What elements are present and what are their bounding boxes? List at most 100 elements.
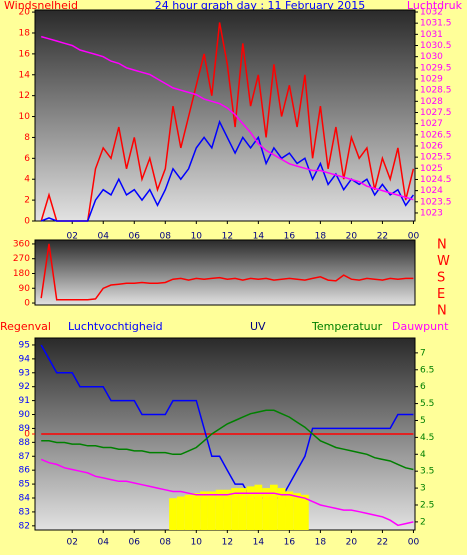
series-line (40, 458, 414, 527)
x-tick-label: 10 (191, 538, 203, 548)
series-line (40, 22, 415, 222)
x-tick-label: 14 (253, 538, 265, 548)
y2-tick-label: 1032 (420, 8, 443, 18)
y-tick-label: 88 (19, 438, 31, 448)
y-tick-label: 2 (24, 196, 30, 206)
y-tick-label: 82 (19, 521, 30, 531)
legend-label: Regenval (0, 320, 51, 333)
y2-tick-label: 1030 (420, 52, 443, 62)
chart-title: 24 hour graph day : 11 February 2015 (155, 0, 366, 12)
x-tick-label: 00 (408, 538, 420, 548)
uv-bar (269, 484, 278, 530)
series-line (40, 35, 414, 201)
uv-bar (254, 484, 263, 530)
x-tick-label: 04 (98, 538, 110, 548)
y2-tick-label: 2.5 (420, 500, 434, 510)
y2-tick-label: 1029 (420, 74, 443, 84)
y-tick-label: 84 (19, 494, 31, 504)
x-tick-label: 08 (160, 232, 172, 242)
y-tick-label: 93 (19, 368, 30, 378)
uv-bar (200, 491, 208, 530)
direction-label: S (437, 271, 445, 286)
y2-tick-label: 5 (420, 416, 426, 426)
direction-label: W (437, 254, 450, 269)
x-tick-label: 00 (408, 232, 420, 242)
series-line (40, 344, 414, 499)
y-tick-label: 12 (19, 91, 30, 101)
x-tick-label: 04 (98, 232, 110, 242)
y2-tick-label: 4.5 (420, 433, 434, 443)
y-tick-label: 92 (19, 382, 30, 392)
y2-tick-label: 2 (420, 517, 426, 527)
y2-tick-label: 7 (420, 348, 426, 358)
uv-bar (285, 491, 294, 530)
uv-bar (238, 488, 247, 530)
y2-tick-label: 3.5 (420, 467, 434, 477)
y-tick-label: 6 (24, 154, 30, 164)
x-tick-label: 08 (160, 538, 172, 548)
x-tick-label: 20 (346, 538, 358, 548)
legend-label: UV (250, 320, 266, 333)
y2-tick-label: 1023.5 (420, 197, 452, 207)
y2-tick-label: 1029.5 (420, 63, 452, 73)
y-tick-label: 83 (19, 507, 30, 517)
uv-bar (223, 489, 232, 530)
y-tick-label: 90 (19, 410, 31, 420)
y-tick-label: 89 (19, 424, 31, 434)
plot-background (34, 239, 416, 306)
x-tick-label: 22 (377, 538, 388, 548)
y-tick-label: 0 (24, 217, 30, 227)
uv-bar (176, 496, 185, 530)
y2-tick-label: 4 (420, 450, 426, 460)
uv-bar (277, 488, 286, 530)
x-tick-label: 02 (66, 232, 77, 242)
x-tick-label: 18 (315, 538, 327, 548)
x-tick-label: 14 (253, 232, 265, 242)
x-tick-label: 22 (377, 232, 388, 242)
uv-bar (301, 494, 309, 530)
y2-tick-label: 5.5 (420, 399, 434, 409)
y-tick-label: 95 (19, 340, 30, 350)
x-tick-label: 06 (129, 538, 141, 548)
y2-tick-label: 3 (420, 484, 426, 494)
y-tick-label: 90 (19, 284, 31, 294)
y2-tick-label: 1026.5 (420, 130, 452, 140)
uv-bar (231, 488, 239, 530)
uv-bar (246, 486, 255, 530)
uv-bar (215, 489, 224, 530)
uv-bar (293, 493, 301, 530)
x-tick-label: 06 (129, 232, 141, 242)
y2-tick-label: 1025 (420, 164, 443, 174)
legend-label: Dauwpunt (392, 320, 449, 333)
y2-tick-label: 6.5 (420, 365, 434, 375)
series-line (41, 409, 414, 471)
uv-bar (169, 498, 177, 530)
y2-tick-label: 1031.5 (420, 19, 452, 29)
y-tick-label: 86 (19, 466, 31, 476)
y2-tick-label: 1025.5 (420, 153, 452, 163)
direction-label: N (437, 304, 447, 319)
y2-tick-label: 1024.5 (420, 175, 452, 185)
y-tick-label: 20 (19, 8, 31, 18)
y-tick-label: 10 (19, 112, 31, 122)
y2-tick-label: 1024 (420, 186, 443, 196)
x-tick-label: 02 (66, 538, 77, 548)
x-tick-label: 12 (222, 232, 233, 242)
y2-tick-label: 1027.5 (420, 108, 452, 118)
y-tick-label: 87 (19, 452, 30, 462)
rain-tick-label: 0 (24, 430, 30, 440)
plot-background (34, 9, 416, 222)
y2-tick-label: 1028.5 (420, 86, 452, 96)
legend-label: Temperatuur (311, 320, 383, 333)
y-tick-label: 8 (24, 133, 30, 143)
y-tick-label: 85 (19, 480, 30, 490)
y-tick-label: 180 (13, 269, 30, 279)
y-label: Windsnelheid (4, 0, 78, 12)
x-tick-label: 12 (222, 538, 233, 548)
y2-tick-label: 1023 (420, 208, 443, 218)
y-tick-label: 14 (19, 70, 31, 80)
uv-bar (184, 494, 193, 530)
x-tick-label: 18 (315, 232, 327, 242)
y-tick-label: 4 (24, 175, 30, 185)
